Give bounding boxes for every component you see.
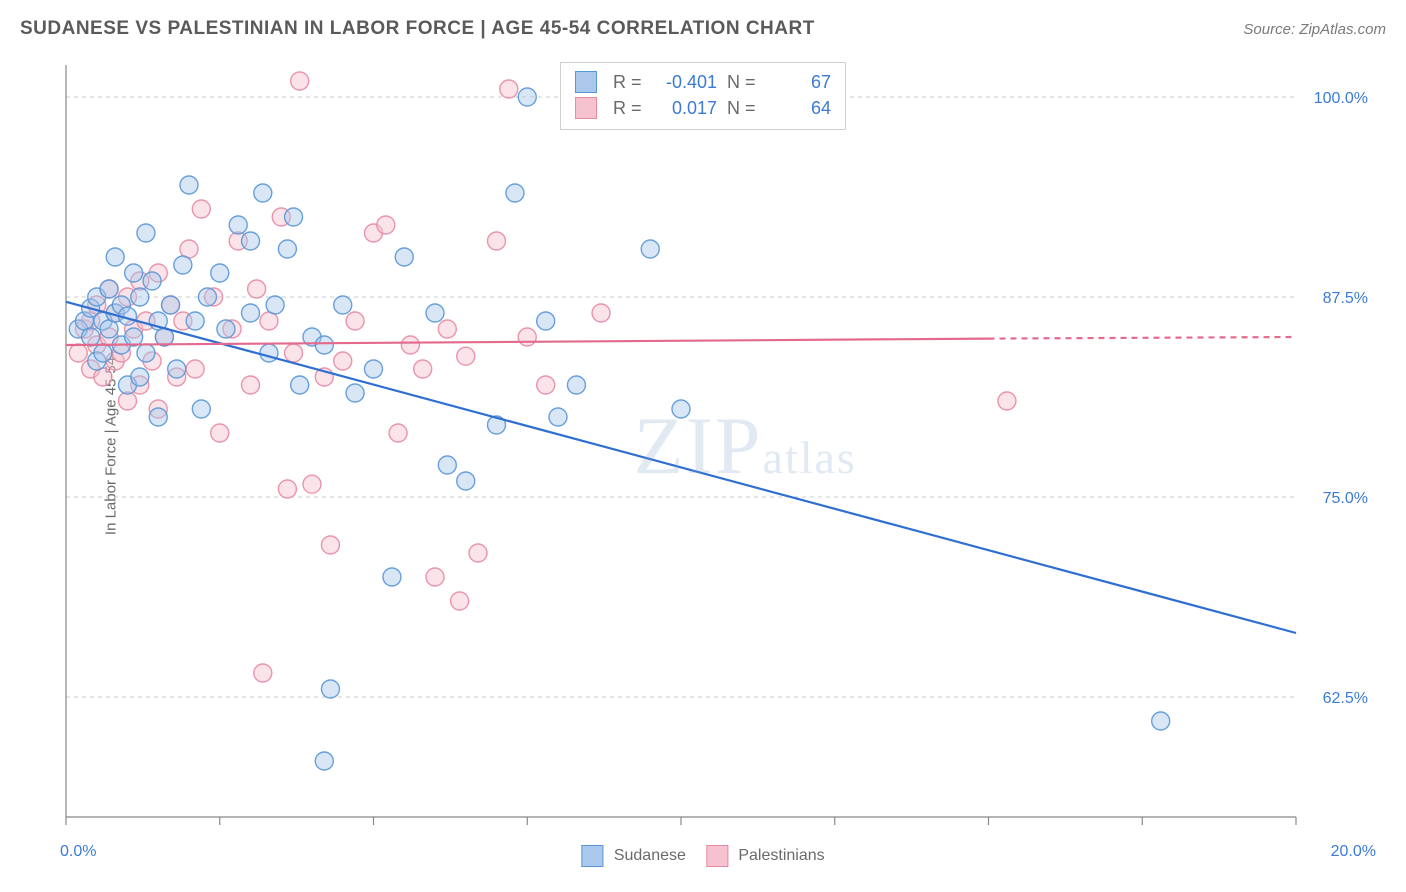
legend-label-sudanese: Sudanese: [614, 847, 686, 864]
n-label: N =: [727, 95, 761, 121]
legend-swatch-sudanese: [581, 845, 603, 867]
chart-header: SUDANESE VS PALESTINIAN IN LABOR FORCE |…: [20, 18, 1386, 40]
source-attribution: Source: ZipAtlas.com: [1243, 21, 1386, 38]
r-label: R =: [613, 95, 647, 121]
r-value-sudanese: -0.401: [657, 69, 717, 95]
r-value-palestinians: 0.017: [657, 95, 717, 121]
n-value-sudanese: 67: [771, 69, 831, 95]
n-label: N =: [727, 69, 761, 95]
svg-text:100.0%: 100.0%: [1314, 90, 1368, 107]
legend-swatch-palestinians: [706, 845, 728, 867]
n-value-palestinians: 64: [771, 95, 831, 121]
x-min-label: 0.0%: [60, 843, 96, 861]
legend-label-palestinians: Palestinians: [738, 847, 824, 864]
stats-row-sudanese: R = -0.401 N = 67: [575, 69, 831, 95]
stats-row-palestinians: R = 0.017 N = 64: [575, 95, 831, 121]
source-name: ZipAtlas.com: [1299, 21, 1386, 38]
svg-text:87.5%: 87.5%: [1323, 290, 1368, 307]
bottom-legend: Sudanese Palestinians: [581, 845, 824, 867]
legend-item-sudanese: Sudanese: [581, 845, 686, 867]
svg-text:62.5%: 62.5%: [1323, 690, 1368, 707]
x-max-label: 20.0%: [1331, 843, 1376, 861]
swatch-palestinians: [575, 97, 597, 119]
legend-item-palestinians: Palestinians: [706, 845, 825, 867]
scatter-chart-svg: 62.5% 75.0% 87.5% 100.0%: [60, 55, 1376, 837]
source-prefix: Source:: [1243, 21, 1299, 38]
stats-legend: R = -0.401 N = 67 R = 0.017 N = 64: [560, 62, 846, 130]
chart-title: SUDANESE VS PALESTINIAN IN LABOR FORCE |…: [20, 18, 815, 40]
r-label: R =: [613, 69, 647, 95]
swatch-sudanese: [575, 71, 597, 93]
svg-text:75.0%: 75.0%: [1323, 490, 1368, 507]
chart-area: 62.5% 75.0% 87.5% 100.0%: [60, 55, 1376, 837]
